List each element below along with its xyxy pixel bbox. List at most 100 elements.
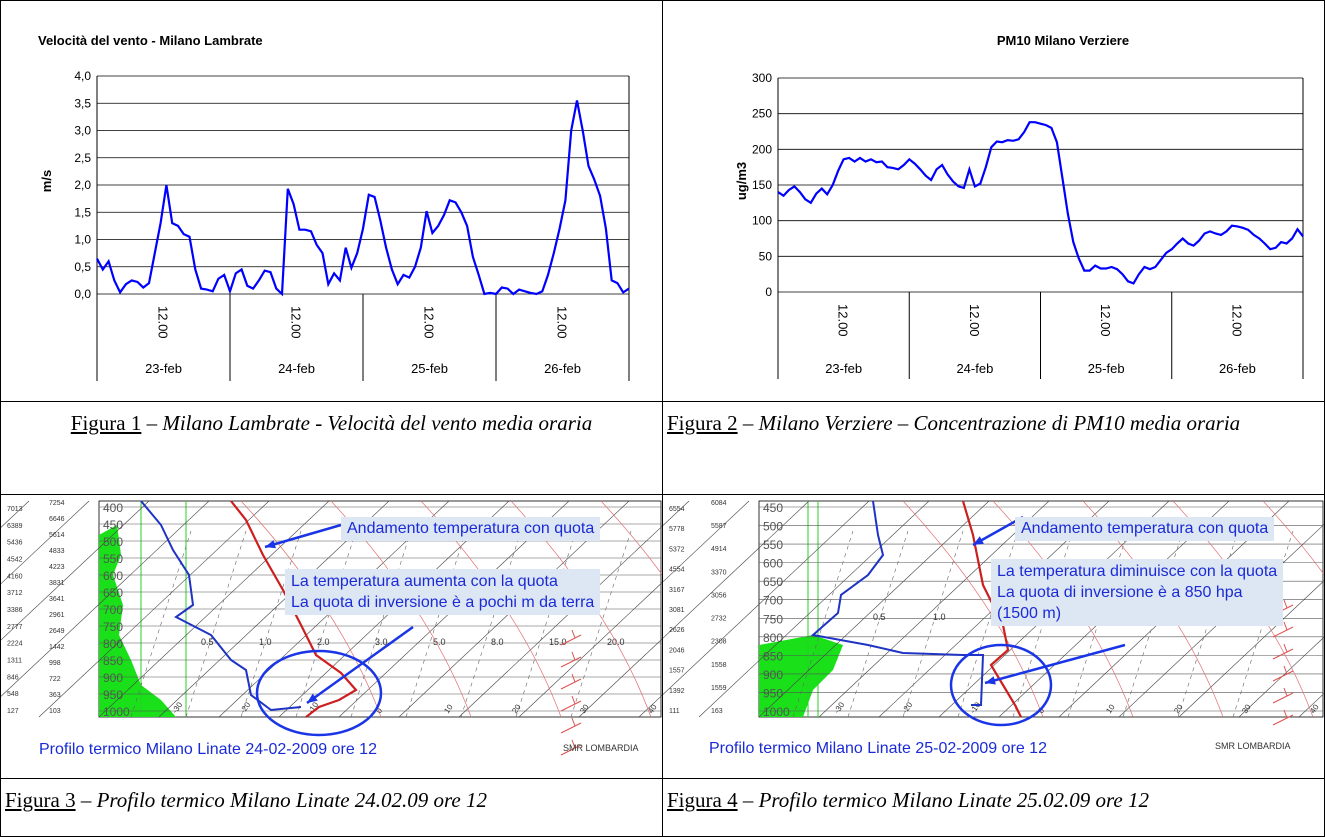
pressure-label: 600 xyxy=(103,569,123,583)
pm10-day-label: 25-feb xyxy=(1088,361,1125,376)
pressure-label: 800 xyxy=(763,631,783,645)
mixing-ratio-line xyxy=(405,530,467,718)
pm10-hour-tick-label: 12.00 xyxy=(1098,304,1113,337)
wind-y-tick-label: 2,5 xyxy=(74,151,91,165)
wind-y-tick-label: 0,0 xyxy=(74,287,91,301)
isotherm-line xyxy=(578,638,662,718)
figure-2-text: – Milano Verziere – Concentrazione di PM… xyxy=(737,411,1241,435)
height-label: 2732 xyxy=(711,616,727,623)
height-label: 5778 xyxy=(669,526,685,533)
mixing-ratio-line xyxy=(570,530,632,718)
height-label: 3081 xyxy=(669,607,685,614)
pressure-label: 750 xyxy=(103,620,123,634)
pressure-label: 450 xyxy=(763,501,783,515)
mixing-ratio-label: 1.0 xyxy=(259,637,272,647)
sounding-24feb-cell: 400 450 500 550 600 650 700 750 800 850 900 950 1000… xyxy=(0,494,663,779)
wind-barb xyxy=(1272,709,1294,726)
height-label: 6554 xyxy=(669,506,685,513)
wind-y-tick-label: 2,0 xyxy=(74,178,91,192)
height-label: 998 xyxy=(49,660,61,667)
temperature-label: 0 xyxy=(374,706,384,715)
height-label: 1392 xyxy=(669,688,685,695)
mixing-ratio-label: 1.0 xyxy=(933,612,946,622)
mixing-ratio-line xyxy=(295,530,357,718)
humidity-area xyxy=(99,525,176,717)
height-label: 6646 xyxy=(49,516,65,523)
isotherm-line xyxy=(758,500,990,718)
pm10-chart: PM10 Milano Verziere ug/m3 300 250 200 150 1… xyxy=(734,33,1304,379)
sounding-24feb-caption-box: Profilo termico Milano Linate 24-02-2009… xyxy=(33,738,383,762)
pm10-hour-tick-label: 12.00 xyxy=(836,304,851,337)
height-label: 1557 xyxy=(669,668,685,675)
pressure-label: 1000 xyxy=(103,705,130,719)
isotherm-line xyxy=(1,500,90,585)
pm10-y-axis-label: ug/m3 xyxy=(734,162,749,200)
sounding-25feb-cell: 450 500 550 600 650 700 750 800 850 900 950 1000 655… xyxy=(662,494,1325,779)
pressure-label: 900 xyxy=(103,671,123,685)
isotherm-line xyxy=(1,500,210,697)
height-label: 1559 xyxy=(711,685,727,692)
wind-hour-tick-label: 12.00 xyxy=(422,306,437,339)
dry-adiabat xyxy=(600,500,662,575)
height-label: 5614 xyxy=(49,532,65,539)
mixing-ratio-label: 0.5 xyxy=(201,637,214,647)
mixing-ratio-line xyxy=(902,530,964,718)
height-label: 3386 xyxy=(7,607,23,614)
pressure-label: 400 xyxy=(103,501,123,515)
pressure-label: 550 xyxy=(763,538,783,552)
sounding-25feb-annotation-line1: La temperatura diminuisce con la quota xyxy=(997,563,1278,580)
annotation-arrowhead xyxy=(985,676,996,685)
isotherm-line xyxy=(818,500,1050,718)
pm10-y-tick-label: 50 xyxy=(759,249,773,263)
height-label: 4223 xyxy=(49,564,65,571)
dry-adiabat xyxy=(1262,500,1324,575)
dewpoint-profile xyxy=(810,500,985,706)
pressure-label: 950 xyxy=(103,688,123,702)
height-label: 3712 xyxy=(7,590,23,597)
pm10-y-tick-label: 250 xyxy=(752,107,772,121)
wind-day-label: 24-feb xyxy=(278,361,315,376)
pressure-label: 650 xyxy=(103,586,123,600)
figure-1-text: – Milano Lambrate - Velocità del vento m… xyxy=(141,411,593,435)
figure-4-text: – Profilo termico Milano Linate 25.02.09… xyxy=(737,788,1149,812)
sounding-25feb-annotation-mid: La temperatura diminuisce con la quota L… xyxy=(991,559,1284,626)
height-label: 4833 xyxy=(49,548,65,555)
height-label: 2649 xyxy=(49,628,65,635)
figure-3-text: – Profilo termico Milano Linate 24.02.09… xyxy=(75,788,487,812)
mixing-ratio-line xyxy=(792,530,854,718)
height-label: 1311 xyxy=(7,658,22,665)
height-label: 6084 xyxy=(711,500,727,507)
height-label: 4554 xyxy=(669,567,685,574)
height-label: 3370 xyxy=(711,569,727,576)
annotation-arrowhead xyxy=(265,540,276,549)
pm10-hour-tick-label: 12.00 xyxy=(1229,304,1244,337)
wind-hour-tick-label: 12.00 xyxy=(289,306,304,339)
height-label: 2626 xyxy=(669,627,685,634)
pm10-y-tick-label: 150 xyxy=(752,178,772,192)
figure-3-caption: Figura 3 – Profilo termico Milano Linate… xyxy=(0,778,663,837)
figure-4-label: Figura 4 xyxy=(667,788,738,812)
height-label: 1442 xyxy=(49,644,65,651)
annotation-arrow xyxy=(264,523,342,549)
height-label: 3056 xyxy=(711,592,727,599)
pm10-day-label: 24-feb xyxy=(956,361,993,376)
wind-y-tick-label: 3,0 xyxy=(74,124,91,138)
sounding-25feb-annotation-top: Andamento temperatura con quota xyxy=(1015,517,1275,541)
height-label: 1558 xyxy=(711,662,727,669)
height-label: 4914 xyxy=(711,546,727,553)
annotation-arrow xyxy=(306,625,414,705)
sounding-25feb-credit: SMR LOMBARDIA xyxy=(1215,741,1291,751)
pressure-label: 1000 xyxy=(763,705,790,719)
wind-barb xyxy=(1272,687,1294,704)
inversion-highlight-ellipse xyxy=(949,643,1053,727)
mixing-ratio-label: 3.0 xyxy=(375,637,388,647)
isotherm-line xyxy=(663,500,870,695)
wind-hour-tick-label: 12.00 xyxy=(156,306,171,339)
pressure-label: 450 xyxy=(103,518,123,532)
pm10-series-line xyxy=(777,121,1304,285)
mixing-ratio-label: 5.0 xyxy=(433,637,446,647)
wind-speed-series-line xyxy=(96,100,630,297)
height-label: 548 xyxy=(7,691,19,698)
wind-barb xyxy=(560,651,582,668)
